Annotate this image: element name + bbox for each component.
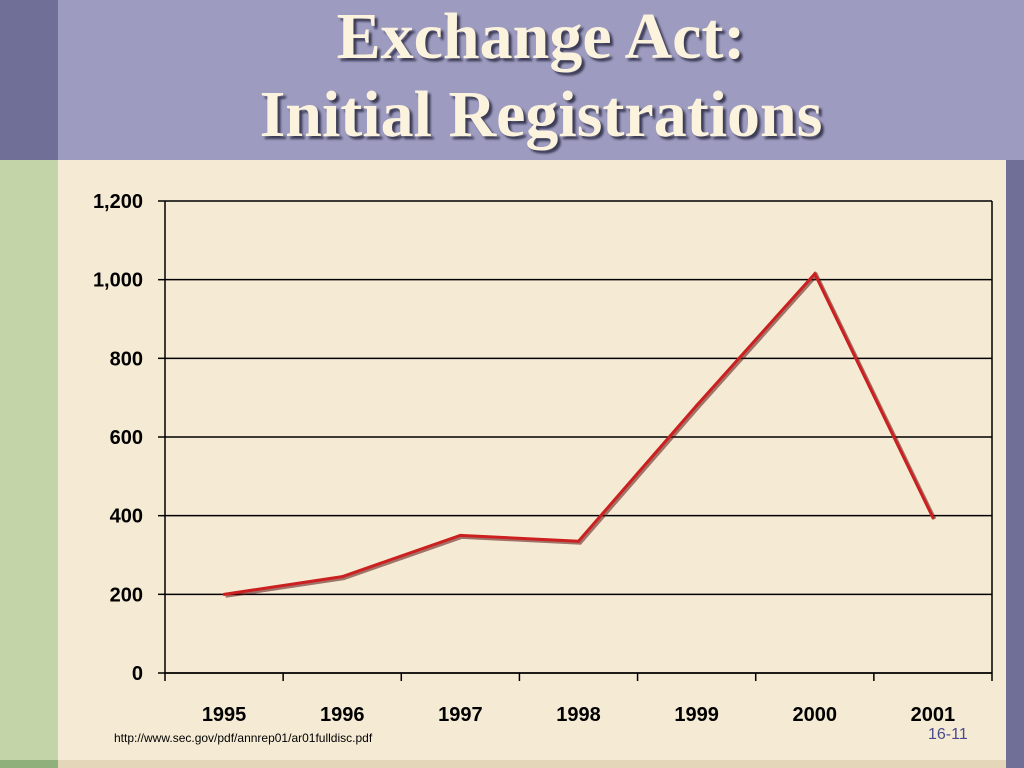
left-accent-bar-top: [0, 0, 58, 160]
y-tick-label: 400: [110, 506, 143, 528]
data-point: [931, 516, 935, 520]
axis-layer: [158, 200, 993, 681]
slide-title-line-1: Exchange Act:: [336, 0, 746, 73]
data-point: [813, 272, 817, 276]
x-tick-label: 1999: [674, 704, 719, 726]
left-bottom-accent: [0, 760, 58, 768]
data-point: [222, 592, 226, 596]
y-tick-label: 1,000: [93, 270, 143, 292]
title-banner: [58, 0, 1024, 160]
left-accent-bar-bottom: [0, 160, 58, 768]
slide-number: 16-11: [928, 726, 968, 743]
data-point: [340, 575, 344, 579]
x-tick-label: 1997: [438, 704, 483, 726]
data-point: [458, 533, 462, 537]
data-point: [577, 539, 580, 543]
y-tick-label: 0: [132, 663, 143, 685]
data-point: [695, 404, 699, 408]
x-tick-label: 1996: [320, 704, 365, 726]
slide-title-line-2: Initial Registrations: [259, 78, 823, 151]
y-tick-label: 800: [110, 348, 143, 370]
right-accent-bar: [1006, 160, 1024, 768]
y-tick-label: 200: [110, 584, 143, 606]
x-tick-label: 1995: [202, 704, 247, 726]
bottom-strip: [58, 760, 1006, 768]
grid-layer: [165, 200, 992, 674]
source-citation: http://www.sec.gov/pdf/annrep01/ar01full…: [114, 731, 373, 745]
y-tick-labels: 0 200 400 600 800 1,000 1,200: [93, 191, 143, 685]
x-tick-label: 1998: [556, 704, 601, 726]
x-tick-labels: 1995 1996 1997 1998 1999 2000 2001: [202, 704, 955, 726]
series-layer: [222, 271, 937, 598]
x-tick-label: 2001: [911, 704, 956, 726]
y-tick-label: 600: [110, 427, 143, 449]
x-tick-label: 2000: [793, 704, 838, 726]
y-tick-label: 1,200: [93, 191, 143, 213]
